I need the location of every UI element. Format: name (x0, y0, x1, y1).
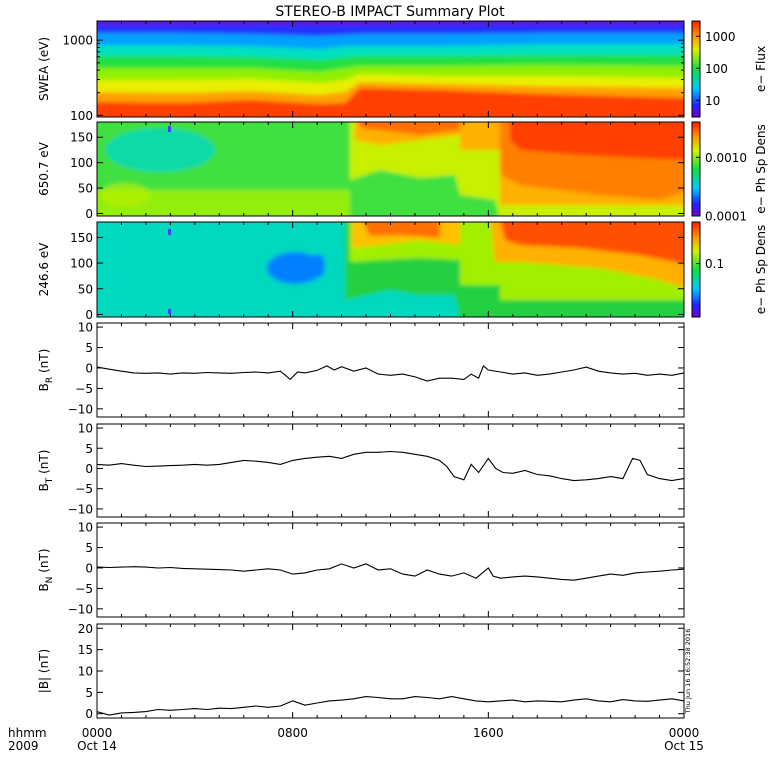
time-row-label-bottom: 2009 (8, 739, 39, 753)
ytick-label: 10 (78, 422, 93, 436)
ytick-label: 1000 (62, 34, 93, 48)
colorbar-tick-label: 100 (705, 62, 728, 76)
pitch-246-spectrogram (97, 222, 684, 317)
colorbar-tick-label: 1000 (705, 30, 736, 44)
ytick-label: 0 (85, 707, 93, 721)
y-axis-label: BN (nT) (37, 548, 55, 591)
pitch-246-colorbar (691, 221, 701, 318)
ytick-label: 100 (70, 156, 93, 170)
ytick-label: −5 (75, 582, 93, 596)
y-axis-label: 650.7 eV (37, 141, 51, 196)
time-tick-date: Oct 15 (664, 739, 704, 753)
series-line (96, 563, 685, 581)
ytick-label: 5 (85, 442, 93, 456)
y-axis-label: BR (nT) (37, 349, 55, 392)
swea-spectrogram (97, 21, 684, 117)
panel-swea (96, 20, 701, 118)
y-axis-label: |B| (nT) (37, 649, 51, 693)
ytick-label: −10 (68, 602, 93, 616)
ytick-label: −10 (68, 502, 93, 516)
ytick-label: 50 (78, 282, 93, 296)
panel-6-axes (96, 623, 685, 719)
panel-4-axes (96, 423, 685, 518)
ytick-label: 10 (78, 665, 93, 679)
ytick-label: 5 (85, 341, 93, 355)
panel-2-axes (96, 222, 700, 317)
ytick-label: 0 (85, 207, 93, 221)
ytick-label: 0 (85, 361, 93, 375)
swea-colorbar (691, 20, 701, 118)
ytick-label: 20 (78, 622, 93, 636)
pitch-650-spectrogram (97, 122, 684, 216)
colorbar-label: e− Ph Sp Dens (754, 225, 768, 314)
ytick-label: 150 (70, 131, 93, 145)
ytick-label: −10 (68, 402, 93, 416)
y-axis-label: BT (nT) (37, 450, 55, 492)
colorbar-tick-label: 0.0010 (705, 151, 747, 165)
series-line (96, 450, 685, 482)
ytick-label: 150 (70, 231, 93, 245)
panel-650-ev (96, 121, 701, 217)
time-tick-date: Oct 14 (77, 739, 117, 753)
time-tick-label: 0000 (669, 726, 700, 740)
ytick-label: 50 (78, 182, 93, 196)
pitch-650-colorbar (691, 121, 701, 217)
series-line (96, 364, 685, 382)
generation-stamp: Thu Jun 16 16:52:38 2016 (684, 629, 692, 715)
series-line (96, 696, 685, 716)
time-row-label-top: hhmm (8, 726, 47, 740)
time-tick-label: 0000 (82, 726, 113, 740)
ytick-label: 0 (85, 308, 93, 322)
panel-0-axes (96, 21, 700, 117)
ytick-label: 100 (70, 257, 93, 271)
ytick-label: 0 (85, 462, 93, 476)
panel-5-axes (96, 522, 685, 618)
colorbar-label: e− Flux (754, 46, 768, 92)
plot-title: STEREO-B IMPACT Summary Plot (275, 4, 505, 20)
panel-1-axes (96, 122, 700, 217)
panel-3-axes (96, 322, 685, 418)
ytick-label: 10 (78, 521, 93, 535)
colorbar-label: e− Ph Sp Dens (754, 124, 768, 213)
time-tick-label: 1600 (473, 726, 504, 740)
panel-246-ev (96, 221, 701, 318)
colorbar-tick-label: 10 (705, 94, 720, 108)
ytick-label: 100 (70, 109, 93, 123)
ytick-label: 15 (78, 643, 93, 657)
ytick-label: −5 (75, 382, 93, 396)
y-axis-label: 246.6 eV (37, 242, 51, 297)
ytick-label: −5 (75, 482, 93, 496)
ytick-label: 5 (85, 686, 93, 700)
ytick-label: 10 (78, 321, 93, 335)
time-tick-label: 0800 (277, 726, 308, 740)
y-axis-label: SWEA (eV) (37, 37, 51, 101)
ytick-label: 5 (85, 541, 93, 555)
colorbar-tick-label: 0.0001 (705, 210, 747, 224)
colorbar-tick-label: 0.1 (705, 257, 724, 271)
ytick-label: 0 (85, 561, 93, 575)
